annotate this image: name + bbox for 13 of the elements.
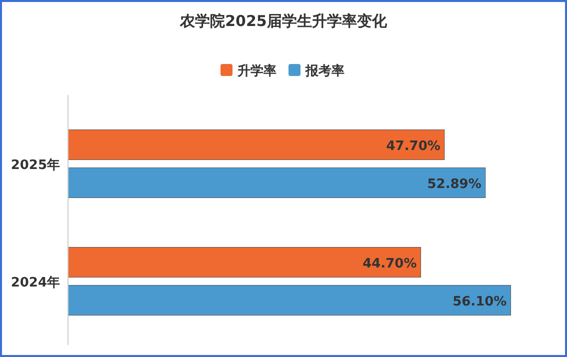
bar bbox=[68, 130, 445, 160]
y-tick-label: 2025年 bbox=[10, 158, 60, 173]
bar bbox=[68, 285, 511, 316]
data-label: 56.10% bbox=[452, 294, 507, 310]
chart-title: 农学院2025届学生升学率变化 bbox=[179, 12, 388, 30]
bar bbox=[68, 168, 486, 198]
legend-label: 升学率 bbox=[236, 63, 276, 79]
data-label: 44.70% bbox=[362, 256, 417, 272]
data-label: 47.70% bbox=[386, 138, 440, 154]
data-label: 52.89% bbox=[427, 176, 482, 192]
bar bbox=[68, 247, 422, 278]
legend-label: 报考率 bbox=[304, 63, 344, 79]
y-tick-label: 2024年 bbox=[10, 275, 60, 290]
